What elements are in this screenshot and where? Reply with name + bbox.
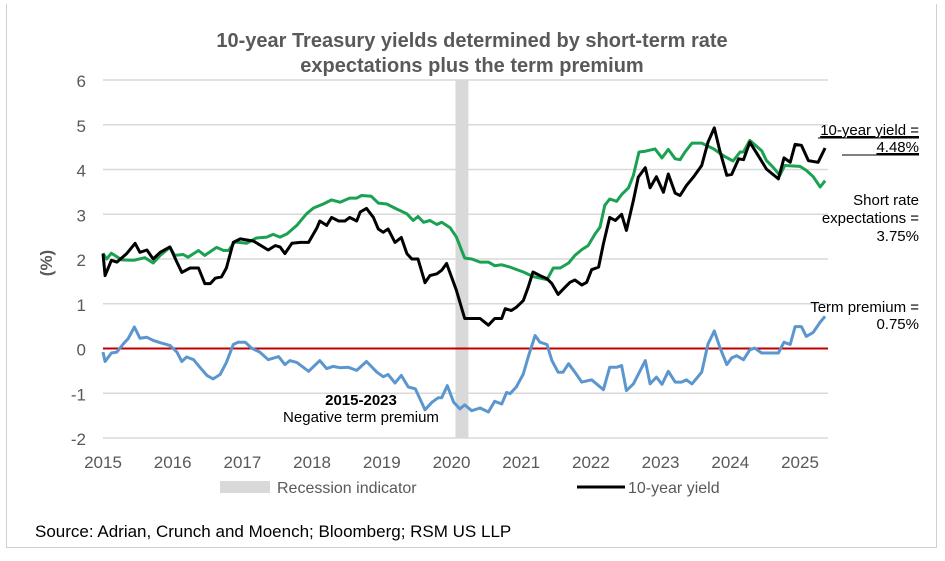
- series-line-term-premium: [101, 315, 827, 414]
- annotation-10y-line-2: 4.48%: [876, 139, 919, 156]
- x-tick-label: 2023: [642, 453, 680, 472]
- y-axis-ticks: 6 5 4 3 2 1 0 -1 -2: [71, 72, 86, 449]
- annotation-short-rate-line-1: Short rate: [853, 192, 919, 209]
- y-tick-label: 4: [77, 162, 86, 181]
- annotation-10-year-yield: 10-year yield = 4.48%: [818, 122, 919, 156]
- annotation-period-title: 2015-2023: [325, 392, 397, 409]
- y-tick-label: 0: [77, 341, 86, 360]
- y-axis-label: (%): [37, 250, 56, 276]
- x-tick-label: 2021: [502, 453, 540, 472]
- y-tick-label: 2: [77, 251, 86, 270]
- legend-10y-label: 10-year yield: [628, 480, 720, 497]
- annotation-period-label: Negative term premium: [283, 409, 439, 426]
- x-tick-label: 2024: [711, 453, 749, 472]
- legend: Recession indicator 10-year yield: [220, 480, 720, 497]
- x-tick-label: 2025: [781, 453, 819, 472]
- series-lines: [101, 126, 827, 414]
- annotation-term-premium-line-2: 0.75%: [876, 316, 919, 333]
- x-axis-ticks: 2015 2016 2017 2018 2019 2020 2021 2022 2023 2024…: [84, 453, 819, 472]
- annotation-term-premium-line-1: Term premium =: [810, 299, 919, 316]
- legend-recession-label: Recession indicator: [277, 480, 417, 497]
- annotation-short-rate-line-3: 3.75%: [876, 228, 919, 245]
- x-tick-label: 2017: [223, 453, 261, 472]
- annotation-term-premium: Term premium = 0.75%: [810, 299, 919, 333]
- y-tick-label: 6: [77, 72, 86, 91]
- annotation-short-rate-line-2: expectations =: [822, 210, 919, 227]
- x-tick-label: 2019: [363, 453, 401, 472]
- chart-title-line-2: expectations plus the term premium: [300, 55, 643, 77]
- y-tick-label: -1: [71, 385, 86, 404]
- source-note: Source: Adrian, Crunch and Moench; Bloom…: [35, 522, 511, 541]
- chart-title-line-1: 10-year Treasury yields determined by sh…: [216, 30, 727, 52]
- chart-frame: [6, 4, 937, 548]
- series-line-short-rate-expectations: [101, 138, 827, 282]
- x-tick-label: 2018: [293, 453, 331, 472]
- y-tick-label: 5: [77, 117, 86, 136]
- series-line-10-year-yield: [101, 126, 827, 327]
- legend-recession-swatch: [220, 481, 270, 493]
- x-tick-label: 2015: [84, 453, 122, 472]
- y-tick-label: -2: [71, 430, 86, 449]
- y-tick-label: 1: [77, 296, 86, 315]
- annotation-short-rate: Short rate expectations = 3.75%: [822, 192, 919, 245]
- x-tick-label: 2020: [433, 453, 471, 472]
- x-tick-label: 2016: [154, 453, 192, 472]
- y-tick-label: 3: [77, 206, 86, 225]
- annotation-10y-line-1: 10-year yield =: [820, 122, 919, 139]
- x-tick-label: 2022: [572, 453, 610, 472]
